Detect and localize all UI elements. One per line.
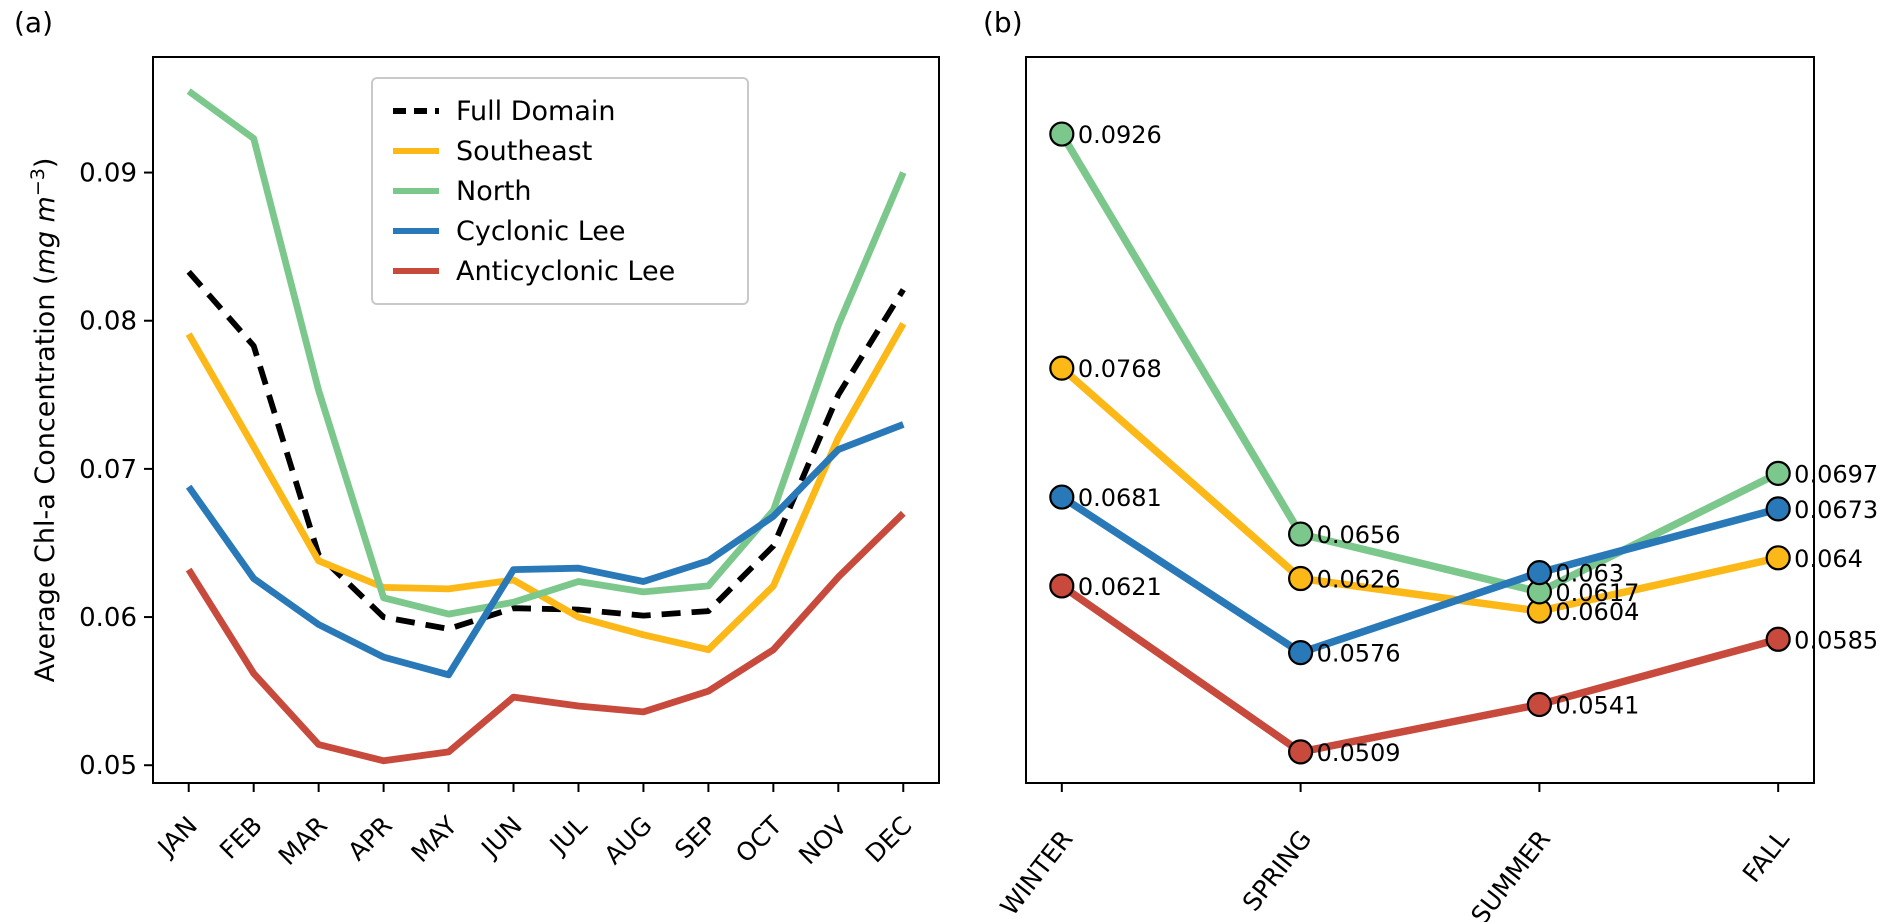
value-label-cyclonic-lee-spring: 0.0576 [1317, 640, 1401, 668]
series-line-north [1058, 132, 1780, 596]
marker-anticyclonic-lee-fall [1765, 626, 1791, 652]
legend-item-cyclonic-lee: Cyclonic Lee [393, 211, 727, 251]
y-axis-label-suffix: ) [30, 157, 61, 169]
legend-box: Full Domain Southeast North Cyclonic Lee Ant… [371, 77, 749, 305]
x-tick-label-sep: SEP [669, 811, 723, 865]
x-tick-label-nov: NOV [793, 811, 852, 870]
series-line-cyclonic-lee [185, 421, 905, 679]
value-label-cyclonic-lee-fall: 0.0673 [1794, 496, 1878, 524]
x-tick-label-aug: AUG [598, 811, 657, 870]
marker-southeast-spring [1288, 565, 1314, 592]
legend-label: Southeast [456, 135, 593, 167]
panel-b-spines [1025, 56, 1815, 784]
legend-line-sample-southeast [393, 148, 439, 154]
value-label-cyclonic-lee-winter: 0.0681 [1078, 484, 1162, 512]
series-line-southeast [185, 322, 907, 654]
series-line-north [186, 88, 907, 618]
series-line-anticyclonic-lee [185, 510, 906, 765]
marker-cyclonic-lee-summer [1526, 560, 1552, 586]
x-tick-label-summer: SUMMER [1465, 825, 1556, 922]
x-tick-label-apr: APR [342, 811, 398, 867]
value-label-southeast-summer: 0.0604 [1555, 598, 1639, 626]
x-tick-label-may: MAY [406, 810, 464, 868]
marker-anticyclonic-lee-summer [1526, 691, 1552, 718]
x-tick-label-spring: SPRING [1237, 825, 1318, 917]
panel-b-letter: (b) [983, 6, 1023, 39]
marker-north-winter [1049, 121, 1075, 147]
x-tick-label-mar: MAR [273, 811, 333, 871]
panel-a-letter: (a) [14, 6, 54, 39]
value-label-north-fall: 0.0697 [1794, 460, 1878, 488]
marker-southeast-fall [1765, 545, 1791, 571]
value-label-anticyclonic-lee-summer: 0.0541 [1555, 691, 1639, 719]
legend-line-sample-full-domain [393, 108, 439, 114]
panel-b-chart: WINTER SPRING SUMMER FALL 0.0768 0.0626 0.0604… [995, 56, 1878, 922]
legend-line-sample-cyclonic-lee [393, 228, 439, 234]
x-tick-label-jan: JAN [151, 811, 203, 863]
y-axis-label-superscript: −3 [27, 168, 49, 197]
y-axis-label-prefix: Average Chl-a Concentration ( [30, 274, 61, 683]
value-label-anticyclonic-lee-winter: 0.0621 [1078, 573, 1162, 601]
value-label-southeast-fall: 0.064 [1794, 545, 1863, 573]
x-tick-label-fall: FALL [1737, 825, 1795, 888]
value-label-cyclonic-lee-summer: 0.063 [1555, 560, 1624, 588]
value-label-anticyclonic-lee-spring: 0.0509 [1317, 739, 1401, 767]
value-label-southeast-spring: 0.0626 [1317, 566, 1401, 594]
value-label-north-summer: 0.0617 [1555, 579, 1639, 607]
value-label-north-winter: 0.0926 [1078, 121, 1162, 149]
value-label-southeast-winter: 0.0768 [1078, 355, 1162, 383]
x-tick-label-oct: OCT [730, 810, 788, 868]
legend-label: North [456, 175, 532, 207]
marker-cyclonic-lee-fall [1765, 496, 1791, 522]
marker-cyclonic-lee-winter [1049, 484, 1075, 510]
series-line-southeast [1059, 365, 1780, 615]
marker-anticyclonic-lee-spring [1288, 739, 1314, 765]
series-line-cyclonic-lee [1059, 493, 1780, 657]
marker-north-spring [1288, 521, 1314, 547]
legend-label: Anticyclonic Lee [456, 255, 676, 287]
legend-item-southeast: Southeast [393, 131, 727, 171]
panel-a-y-tick-label: 0.07 [79, 455, 137, 485]
x-tick-label-jun: JUN [474, 811, 527, 864]
marker-cyclonic-lee-spring [1288, 640, 1314, 666]
panel-a-y-tick-label: 0.09 [79, 159, 137, 189]
marker-southeast-winter [1049, 355, 1075, 381]
legend-item-north: North [393, 171, 727, 211]
y-axis-label-units: mg m [30, 196, 61, 275]
legend-item-full-domain: Full Domain [393, 91, 727, 131]
legend-label: Full Domain [456, 95, 616, 127]
marker-north-fall [1765, 460, 1791, 486]
value-label-north-spring: 0.0656 [1317, 521, 1401, 549]
x-tick-label-winter: WINTER [995, 825, 1079, 921]
panel-a-chart: 0.05 0.06 0.07 0.08 0.09 JAN FEB MAR APR MAY JUN JU… [79, 56, 940, 871]
x-tick-label-jul: JUL [543, 811, 593, 861]
legend-line-sample-north [393, 188, 439, 194]
panel-a-spines [152, 56, 940, 784]
panel-a-y-tick-label: 0.08 [79, 307, 137, 337]
value-label-anticyclonic-lee-fall: 0.0585 [1794, 626, 1878, 654]
x-tick-label-feb: FEB [214, 811, 268, 865]
legend-item-anticyclonic-lee: Anticyclonic Lee [393, 251, 727, 291]
series-line-anticyclonic-lee [1059, 582, 1780, 756]
panel-a-y-tick-label: 0.05 [79, 751, 137, 781]
legend-label: Cyclonic Lee [456, 215, 626, 247]
panel-a-y-tick-label: 0.06 [79, 603, 137, 633]
y-axis-label: Average Chl-a Concentration (mg m−3) [27, 158, 61, 683]
legend-line-sample-anticyclonic-lee [393, 268, 439, 274]
series-line-full-domain [186, 269, 906, 632]
x-tick-label-dec: DEC [860, 811, 918, 869]
marker-anticyclonic-lee-winter [1049, 573, 1075, 599]
